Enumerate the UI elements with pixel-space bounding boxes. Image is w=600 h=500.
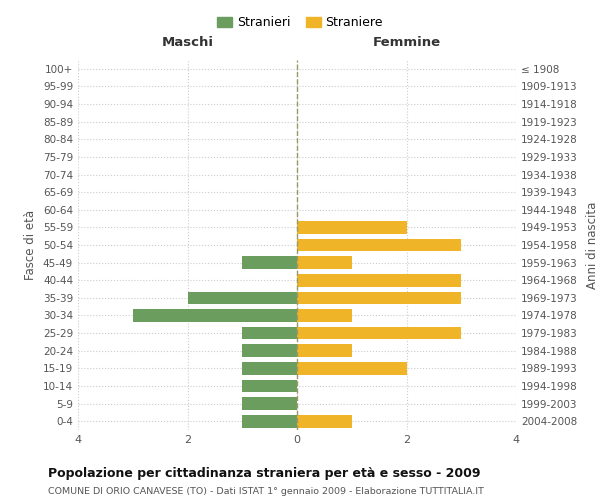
- Bar: [187, 292, 297, 304]
- Y-axis label: Anni di nascita: Anni di nascita: [586, 202, 599, 288]
- Text: Maschi: Maschi: [161, 36, 214, 50]
- Bar: [297, 309, 352, 322]
- Bar: [133, 309, 297, 322]
- Bar: [297, 274, 461, 286]
- Bar: [297, 238, 461, 252]
- Bar: [242, 327, 297, 340]
- Bar: [242, 344, 297, 357]
- Bar: [297, 415, 352, 428]
- Y-axis label: Fasce di età: Fasce di età: [25, 210, 37, 280]
- Bar: [297, 292, 461, 304]
- Bar: [242, 415, 297, 428]
- Legend: Stranieri, Straniere: Stranieri, Straniere: [212, 11, 388, 34]
- Text: Femmine: Femmine: [373, 36, 440, 50]
- Text: COMUNE DI ORIO CANAVESE (TO) - Dati ISTAT 1° gennaio 2009 - Elaborazione TUTTITA: COMUNE DI ORIO CANAVESE (TO) - Dati ISTA…: [48, 488, 484, 496]
- Bar: [297, 327, 461, 340]
- Bar: [242, 256, 297, 269]
- Bar: [242, 380, 297, 392]
- Text: Popolazione per cittadinanza straniera per età e sesso - 2009: Popolazione per cittadinanza straniera p…: [48, 468, 481, 480]
- Bar: [297, 221, 407, 234]
- Bar: [242, 397, 297, 410]
- Bar: [297, 344, 352, 357]
- Bar: [297, 362, 407, 374]
- Bar: [242, 362, 297, 374]
- Bar: [297, 256, 352, 269]
